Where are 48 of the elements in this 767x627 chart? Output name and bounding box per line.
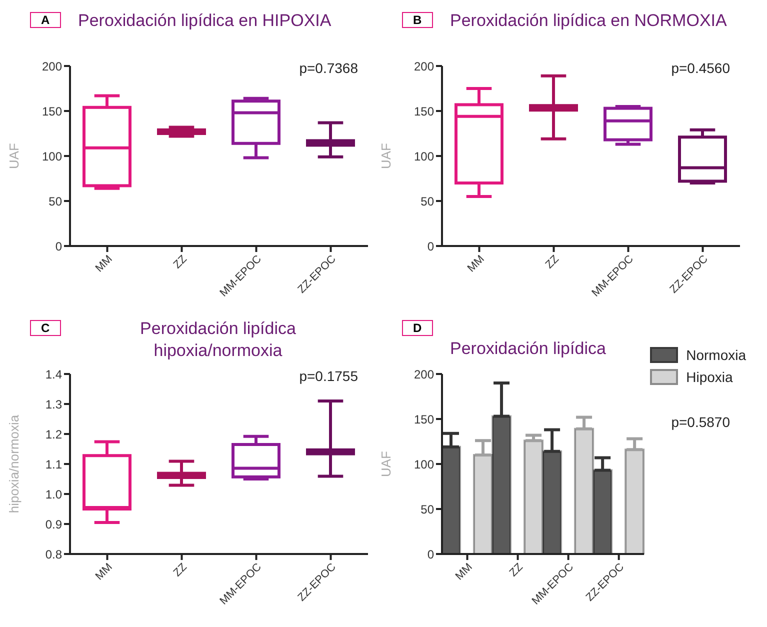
legend-label: Normoxia <box>686 346 746 365</box>
text: C <box>30 320 61 336</box>
y-tick-label: 1.0 <box>45 487 62 502</box>
y-tick-label: 1.1 <box>45 457 62 472</box>
annotation: p=0.4560 <box>671 60 730 76</box>
x-tick-label: MM <box>93 561 115 583</box>
annotation: p=0.7368 <box>299 60 358 76</box>
y-tick-label: 200 <box>414 59 434 74</box>
text: D <box>402 320 433 336</box>
y-tick-label: 50 <box>420 502 434 516</box>
y-tick-label: 150 <box>42 104 62 118</box>
text: B <box>402 12 433 28</box>
y-tick-label: 0 <box>427 239 434 254</box>
x-tick-label: ZZ <box>507 560 526 580</box>
y-tick-label: 50 <box>420 194 434 208</box>
y-axis-title: UAF <box>378 142 394 169</box>
y-tick-label: 1.4 <box>45 367 62 382</box>
chart-title: Peroxidación lipídica hipoxia/normoxia <box>139 318 297 362</box>
chart-title: Peroxidación lipídica en NORMOXIA <box>450 10 728 32</box>
y-axis-title: UAF <box>6 142 22 169</box>
legend-label: Hipoxia <box>686 368 733 387</box>
annotation: p=0.1755 <box>299 368 358 384</box>
y-tick-label: 0 <box>55 239 62 254</box>
x-tick-label: ZZ <box>171 560 190 580</box>
chart-title: Peroxidación lipídica en HIPOXIA <box>78 10 332 32</box>
x-tick-label: MM <box>93 253 115 275</box>
x-tick-label: MM <box>453 561 475 583</box>
y-tick-label: 0.8 <box>45 547 62 562</box>
y-tick-label: 50 <box>48 194 62 208</box>
y-tick-label: 200 <box>42 59 62 74</box>
y-tick-label: 1.3 <box>45 397 62 412</box>
y-tick-label: 200 <box>414 367 434 382</box>
text: A <box>30 12 61 28</box>
y-tick-label: 0.9 <box>45 517 62 532</box>
x-tick-label: MM <box>465 253 487 275</box>
y-axis-title: UAF <box>378 450 394 477</box>
y-axis-title: hipoxia/normoxia <box>6 414 22 514</box>
text: p=0.5870 <box>671 414 730 430</box>
chart-title: Peroxidación lipídica <box>450 339 606 358</box>
x-tick-label: ZZ <box>171 252 190 272</box>
y-tick-label: 100 <box>414 457 434 472</box>
y-tick-label: 0 <box>427 547 434 562</box>
x-tick-label: ZZ <box>543 252 562 272</box>
y-tick-label: 150 <box>414 412 434 426</box>
y-tick-label: 100 <box>414 149 434 164</box>
y-tick-label: 150 <box>414 104 434 118</box>
y-tick-label: 100 <box>42 149 62 164</box>
y-tick-label: 1.2 <box>45 427 62 442</box>
